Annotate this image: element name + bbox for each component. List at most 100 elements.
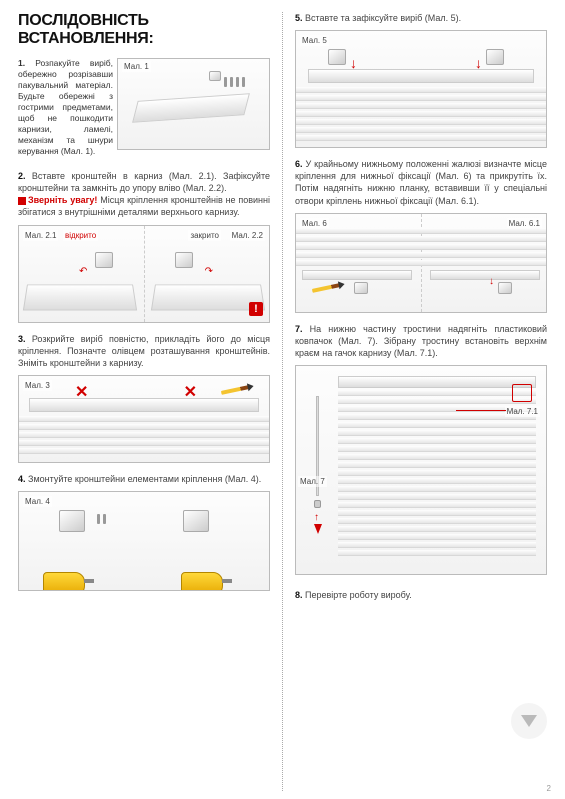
slat-icon bbox=[296, 135, 546, 141]
arrow-cap-icon: ↑ bbox=[314, 512, 319, 523]
figure-5-label: Мал. 5 bbox=[300, 35, 329, 46]
figure-7: ↑ Мал. 7 Мал. 7.1 bbox=[295, 365, 547, 575]
slat-icon bbox=[19, 440, 269, 446]
step-2-text-a: Вставте кронштейн в карниз (Мал. 2.1). З… bbox=[18, 171, 270, 193]
step-4-text: Змонтуйте кронштейни елементами кріпленн… bbox=[28, 474, 261, 484]
watermark-icon bbox=[511, 703, 547, 739]
arrow-open-icon: ↶ bbox=[79, 266, 87, 277]
slat-icon bbox=[19, 432, 269, 438]
step-3-text: Розкрийте виріб повністю, прикладіть йог… bbox=[18, 334, 270, 368]
slat-icon bbox=[296, 119, 546, 125]
slat-icon bbox=[421, 260, 546, 266]
bracket-4-right-icon bbox=[183, 510, 209, 532]
step-6-text: У крайньому нижньому положенні жалюзі ви… bbox=[295, 159, 547, 205]
step-2-num: 2. bbox=[18, 171, 26, 181]
figure-5: Мал. 5 ↓ ↓ bbox=[295, 30, 547, 148]
right-column: 5. Вставте та зафіксуйте виріб (Мал. 5).… bbox=[283, 12, 547, 791]
slat-icon bbox=[296, 103, 546, 109]
step-8-text: Перевірте роботу виробу. bbox=[305, 590, 412, 600]
slat-icon bbox=[296, 236, 421, 242]
x-mark-icon: ✕ bbox=[184, 382, 197, 402]
screws-icon bbox=[224, 77, 245, 87]
figure-2-2-label: Мал. 2.2 bbox=[230, 230, 265, 241]
slat-icon bbox=[296, 228, 421, 234]
figure-4-label: Мал. 4 bbox=[23, 496, 52, 507]
callout-line-7-1 bbox=[456, 410, 506, 411]
figure-2: Мал. 2.1 відкрито закрито Мал. 2.2 ↶ ↷ ! bbox=[18, 225, 270, 323]
bracket-4-left-icon bbox=[59, 510, 85, 532]
slat-icon bbox=[421, 244, 546, 250]
step-7-num: 7. bbox=[295, 324, 303, 334]
step-7: 7. На нижню частину тростини надягніть п… bbox=[295, 323, 547, 359]
step-6-num: 6. bbox=[295, 159, 303, 169]
screws-4-icon bbox=[97, 514, 106, 524]
headrail-7-icon bbox=[338, 376, 536, 388]
bracket-closed-icon bbox=[175, 252, 193, 268]
rail-right-icon bbox=[151, 284, 265, 310]
step-2: 2. Вставте кронштейн в карниз (Мал. 2.1)… bbox=[18, 170, 270, 219]
step-1: 1. Розпакуйте виріб, обережно розрізавши… bbox=[18, 58, 270, 160]
step-4-num: 4. bbox=[18, 474, 26, 484]
step-1-num: 1. bbox=[18, 58, 25, 68]
arrow-5-left-icon: ↓ bbox=[350, 55, 357, 71]
headrail-3-icon bbox=[29, 398, 259, 412]
figure-1-label: Мал. 1 bbox=[122, 61, 151, 72]
slat-icon bbox=[19, 448, 269, 454]
step-6: 6. У крайньому нижньому положенні жалюзі… bbox=[295, 158, 547, 207]
figure-4: Мал. 4 bbox=[18, 491, 270, 591]
bracket-open-icon bbox=[95, 252, 113, 268]
tassel-icon bbox=[314, 524, 322, 534]
step-1-body: Розпакуйте виріб, обережно розрізавши па… bbox=[18, 58, 113, 156]
step-1-text: 1. Розпакуйте виріб, обережно розрізавши… bbox=[18, 58, 113, 160]
slat-icon bbox=[421, 236, 546, 242]
arrow-6-icon: ↓ bbox=[489, 276, 494, 287]
bracket-5-left-icon bbox=[328, 49, 346, 65]
rail-left-icon bbox=[23, 284, 137, 310]
x-mark-icon: ✕ bbox=[75, 382, 88, 402]
pencil-6-icon bbox=[312, 283, 340, 293]
step-5: 5. Вставте та зафіксуйте виріб (Мал. 5). bbox=[295, 12, 547, 24]
slat-icon bbox=[296, 244, 421, 250]
page-title: ПОСЛІДОВНІСТЬ ВСТАНОВЛЕННЯ: bbox=[18, 12, 270, 48]
slat-icon bbox=[296, 111, 546, 117]
step-3: 3. Розкрийте виріб повністю, прикладіть … bbox=[18, 333, 270, 369]
step-2-warn-label: Зверніть увагу! bbox=[28, 195, 97, 205]
step-8: 8. Перевірте роботу виробу. bbox=[295, 589, 547, 601]
arrow-5-right-icon: ↓ bbox=[475, 55, 482, 71]
pencil-icon bbox=[221, 385, 249, 395]
figure-1: Мал. 1 bbox=[117, 58, 270, 150]
step-5-text: Вставте та зафіксуйте виріб (Мал. 5). bbox=[305, 13, 461, 23]
headrail-icon bbox=[132, 93, 250, 123]
bottom-clip-left-icon bbox=[354, 282, 368, 294]
figure-3-label: Мал. 3 bbox=[23, 380, 52, 391]
slat-icon bbox=[296, 87, 546, 93]
figure-2-1-label: Мал. 2.1 bbox=[23, 230, 58, 241]
slat-icon bbox=[19, 416, 269, 422]
step-7-text: На нижню частину тростини надягніть плас… bbox=[295, 324, 547, 358]
figure-2-closed-label: закрито bbox=[188, 230, 221, 241]
callout-box-7-1-icon bbox=[512, 384, 532, 402]
figure-7-1-label: Мал. 7.1 bbox=[505, 406, 540, 417]
slat-icon bbox=[296, 127, 546, 133]
bottom-rail-left-icon bbox=[302, 270, 412, 280]
step-3-num: 3. bbox=[18, 334, 26, 344]
arrow-closed-icon: ↷ bbox=[205, 266, 213, 277]
figure-3: Мал. 3 ✕ ✕ bbox=[18, 375, 270, 463]
slat-icon bbox=[19, 424, 269, 430]
bracket-5-right-icon bbox=[486, 49, 504, 65]
figure-2-divider bbox=[144, 226, 145, 322]
left-column: ПОСЛІДОВНІСТЬ ВСТАНОВЛЕННЯ: 1. Розпакуйт… bbox=[18, 12, 282, 791]
step-4: 4. Змонтуйте кронштейни елементами кріпл… bbox=[18, 473, 270, 485]
slat-icon bbox=[421, 228, 546, 234]
step-8-num: 8. bbox=[295, 590, 303, 600]
step-5-num: 5. bbox=[295, 13, 303, 23]
slat-icon bbox=[296, 260, 421, 266]
drill-right-icon bbox=[181, 572, 223, 591]
wand-cap-icon bbox=[314, 500, 321, 508]
drill-left-icon bbox=[43, 572, 85, 591]
warning-square-icon bbox=[18, 197, 26, 205]
instruction-page: ПОСЛІДОВНІСТЬ ВСТАНОВЛЕННЯ: 1. Розпакуйт… bbox=[0, 0, 565, 799]
figure-7-label: Мал. 7 bbox=[298, 476, 327, 487]
page-number: 2 bbox=[547, 784, 551, 793]
slat-icon bbox=[296, 95, 546, 101]
